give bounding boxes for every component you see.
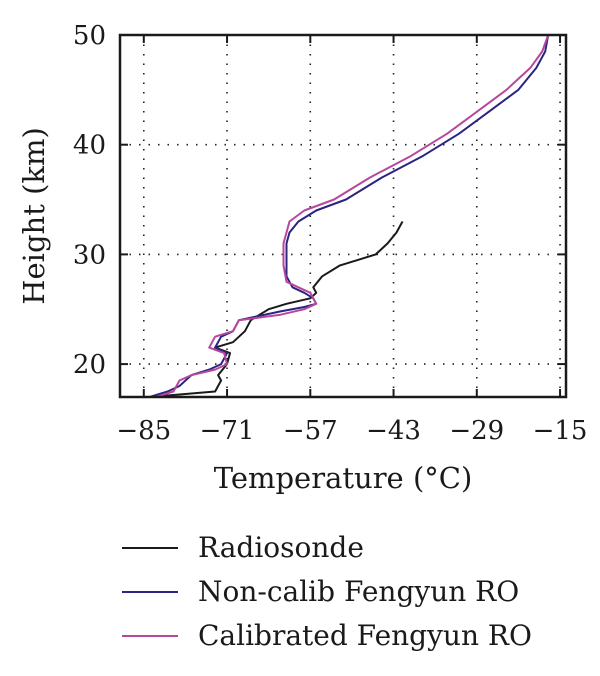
y-axis-title: Height (km) [17,127,51,305]
x-tick-label: −43 [366,416,421,446]
x-tick-label: −15 [533,416,588,446]
series-lines [149,34,550,398]
y-tick-label: 40 [73,131,106,161]
series-line-0 [149,221,404,398]
tick-labels: −85 −71 −57 −43 −29 −15 20 30 40 50 [73,21,588,446]
axis-ticks [120,34,566,397]
x-tick-label: −71 [200,416,255,446]
y-tick-label: 30 [73,240,106,270]
plot-frame [118,33,568,399]
grid-lines [120,35,566,397]
legend-label-2: Calibrated Fengyun RO [198,619,532,652]
legend: Radiosonde Non-calib Fengyun RO Calibrated… [122,531,532,652]
x-tick-label: −29 [449,416,504,446]
legend-label-1: Non-calib Fengyun RO [198,575,519,608]
series-line-1 [149,34,550,398]
x-tick-label: −57 [283,416,338,446]
series-line-2 [155,34,550,398]
y-tick-label: 20 [73,350,106,380]
x-tick-label: −85 [116,416,171,446]
y-tick-label: 50 [73,21,106,51]
x-axis-title: Temperature (°C) [214,461,473,495]
legend-label-0: Radiosonde [198,531,364,564]
